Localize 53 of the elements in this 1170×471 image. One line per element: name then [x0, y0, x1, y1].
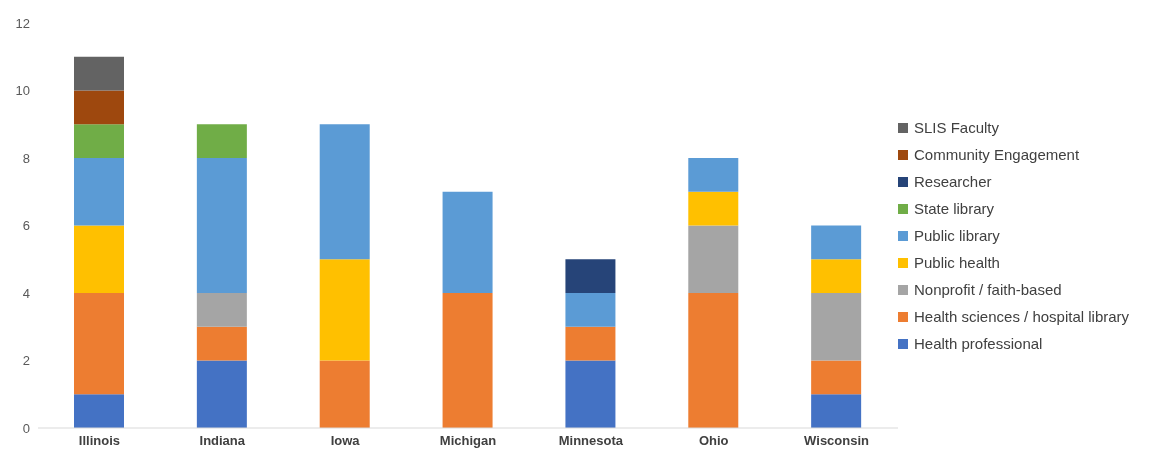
y-tick-label: 0 — [22, 420, 30, 436]
legend-label: SLIS Faculty — [914, 119, 1000, 136]
bar — [74, 124, 124, 158]
bar — [74, 158, 124, 226]
bar — [319, 259, 370, 361]
bar — [74, 90, 124, 125]
legend-label: Health sciences / hospital library — [914, 308, 1130, 325]
bar — [196, 124, 247, 158]
bar — [688, 158, 739, 192]
y-tick-label: 8 — [22, 150, 30, 166]
y-tick-label: 12 — [15, 15, 30, 31]
bar — [688, 225, 739, 293]
x-tick-label: Indiana — [199, 433, 246, 449]
bar — [442, 293, 493, 428]
y-tick-label: 10 — [15, 83, 30, 99]
bar — [196, 360, 247, 428]
x-tick-label: Ohio — [698, 433, 729, 449]
bar — [565, 360, 616, 428]
bar — [688, 293, 739, 428]
x-tick-label: Wisconsin — [804, 433, 870, 449]
x-tick-label: Illinois — [78, 433, 121, 449]
x-tick-label: Iowa — [330, 433, 361, 449]
bar — [74, 56, 124, 91]
legend-label: Community Engagement — [914, 146, 1080, 163]
bar — [811, 360, 862, 395]
bar — [196, 326, 247, 361]
bar — [565, 259, 616, 293]
bar — [74, 394, 124, 428]
x-tick-label: Minnesota — [558, 433, 624, 449]
legend-label: Public library — [914, 227, 1000, 244]
x-tick-label: Michigan — [439, 433, 497, 449]
bar — [196, 158, 247, 293]
bar — [811, 225, 862, 260]
bar — [319, 360, 370, 428]
y-tick-label: 6 — [22, 218, 30, 234]
legend-label: State library — [914, 200, 995, 217]
bar — [811, 394, 862, 428]
legend-label: Researcher — [914, 173, 992, 190]
legend-label: Public health — [914, 254, 1000, 271]
legend-label: Health professional — [914, 335, 1043, 352]
bar — [811, 259, 862, 293]
bar — [688, 191, 739, 226]
bar — [196, 293, 247, 327]
bar — [811, 293, 862, 361]
legend-label: Nonprofit / faith-based — [914, 281, 1062, 298]
bar — [565, 293, 616, 327]
y-tick-label: 4 — [22, 285, 30, 301]
y-tick-label: 2 — [22, 353, 30, 369]
bar — [74, 225, 124, 293]
bar — [442, 191, 493, 293]
bar — [319, 124, 370, 260]
bar — [74, 293, 124, 395]
bar — [565, 326, 616, 361]
